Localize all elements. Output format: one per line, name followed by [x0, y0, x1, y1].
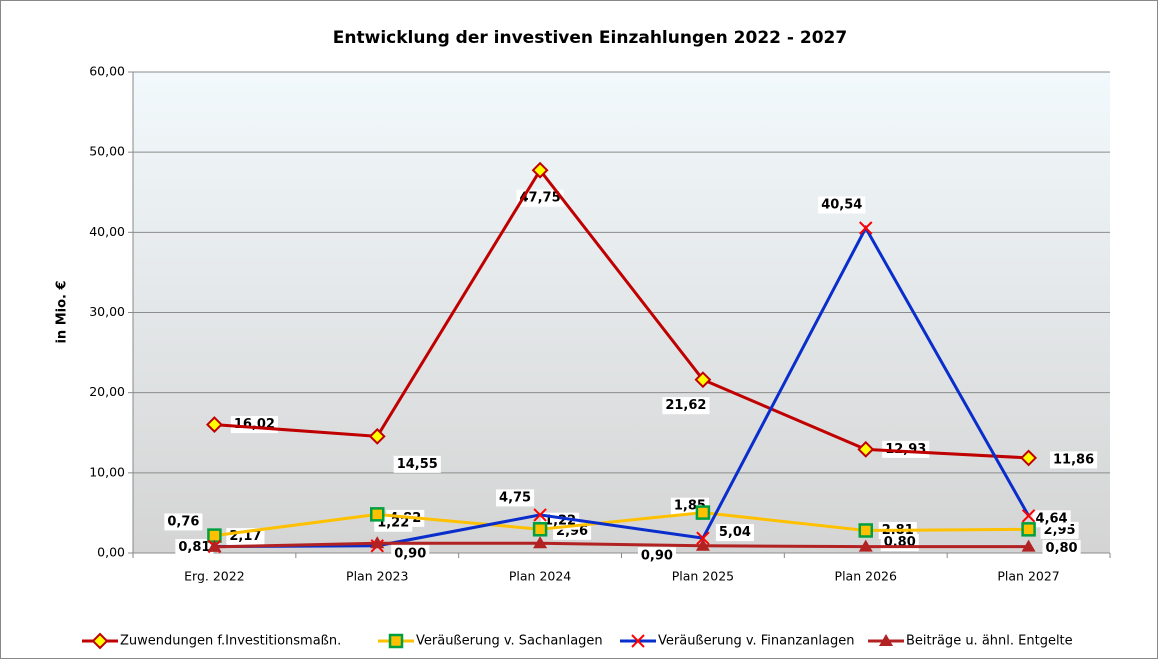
- series-line: [214, 167, 1029, 460]
- marker: [879, 634, 893, 646]
- y-tick-label: 60,00: [89, 64, 125, 79]
- marker: [1021, 539, 1036, 552]
- value-label: 4,64: [1036, 511, 1068, 526]
- marker: [695, 505, 711, 520]
- value-label-box: [516, 189, 564, 207]
- marker: [1020, 449, 1037, 467]
- value-labels: 16,0214,5547,7521,6212,9311,862,174,822,…: [164, 189, 1098, 565]
- x-tick-label: Erg. 2022: [184, 569, 245, 584]
- marker: [1021, 522, 1036, 537]
- y-tick-label: 0,00: [97, 545, 125, 560]
- value-label: 21,62: [665, 398, 706, 413]
- value-label: 0,90: [641, 548, 673, 563]
- value-label-box: [164, 513, 203, 531]
- marker: [207, 528, 222, 543]
- series-line: [214, 224, 1030, 549]
- marker: [694, 371, 712, 389]
- marker: [207, 539, 222, 552]
- y-tick-label: 20,00: [89, 384, 125, 399]
- marker: [370, 536, 385, 549]
- chart-title: Entwicklung der investiven Einzahlungen …: [333, 28, 847, 48]
- marker: [858, 523, 873, 538]
- legend-label: Veräußerung v. Sachanlagen: [416, 634, 603, 649]
- value-label: 0,76: [167, 514, 199, 529]
- marker: [695, 538, 710, 551]
- value-label: 14,55: [397, 457, 438, 472]
- marker: [1021, 509, 1036, 523]
- marker: [859, 221, 873, 235]
- value-label-box: [882, 440, 930, 458]
- value-label-box: [637, 547, 676, 565]
- x-tick-label: Plan 2023: [346, 569, 408, 584]
- marker: [532, 522, 548, 537]
- value-label-box: [1032, 510, 1071, 528]
- value-label: 1,22: [377, 516, 409, 531]
- value-label: 0,90: [394, 546, 426, 561]
- value-label-box: [393, 455, 441, 473]
- marker: [388, 633, 404, 649]
- value-label: 47,75: [520, 191, 561, 206]
- marker: [857, 440, 875, 458]
- marker: [531, 161, 549, 179]
- value-label-box: [175, 539, 214, 557]
- x-tick-label: Plan 2026: [835, 569, 897, 584]
- value-label: 40,54: [821, 198, 862, 213]
- value-label: 5,04: [719, 525, 751, 540]
- y-axis-label: in Mio. €: [55, 280, 70, 343]
- value-label-box: [662, 397, 710, 415]
- y-tick-label: 30,00: [89, 304, 125, 319]
- y-tick-label: 10,00: [89, 464, 125, 479]
- marker: [370, 507, 385, 522]
- marker: [696, 531, 710, 545]
- marker: [858, 539, 873, 552]
- marker: [533, 508, 547, 522]
- legend-label: Zuwendungen f.Investitionsmaßn.: [120, 634, 341, 649]
- value-label: 11,86: [1053, 452, 1094, 467]
- x-tick-label: Plan 2027: [997, 569, 1059, 584]
- value-label-box: [1050, 451, 1098, 469]
- series-line: [214, 511, 1029, 538]
- x-tick-label: Plan 2024: [509, 569, 571, 584]
- value-label-box: [1042, 540, 1081, 558]
- value-label-box: [818, 196, 866, 214]
- value-label: 0,81: [178, 540, 210, 555]
- marker: [91, 632, 109, 650]
- marker: [206, 416, 223, 433]
- value-label-box: [496, 489, 535, 507]
- marker: [631, 634, 645, 648]
- y-tick-label: 40,00: [89, 224, 125, 239]
- value-label-box: [715, 524, 754, 542]
- legend-label: Veräußerung v. Finanzanlagen: [658, 634, 854, 649]
- value-label-box: [391, 545, 430, 563]
- value-label: 0,80: [1046, 541, 1078, 556]
- marker: [368, 427, 386, 445]
- y-tick-label: 50,00: [89, 144, 125, 159]
- x-tick-label: Plan 2025: [672, 569, 734, 584]
- marker: [533, 536, 548, 549]
- series-line: [214, 541, 1029, 549]
- legend-label: Beiträge u. ähnl. Entgelte: [906, 634, 1073, 649]
- value-label: 4,75: [499, 490, 531, 505]
